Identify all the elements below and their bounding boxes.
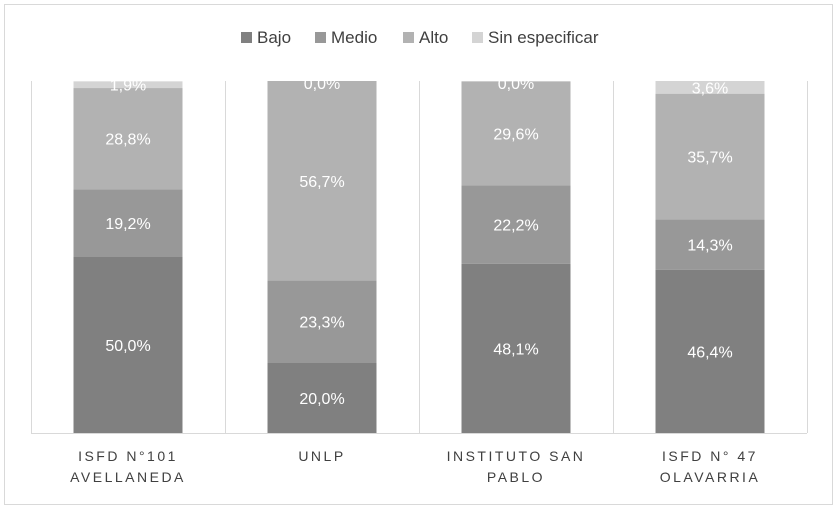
data-label-1-2: 56,7% (299, 174, 344, 191)
data-label-1-1: 23,3% (299, 315, 344, 332)
category-label-1-0: UNLP (298, 448, 345, 464)
legend-swatch-0 (241, 32, 252, 43)
category-label-0-0: ISFD N°101 (78, 448, 178, 464)
bar-segment-1-2 (267, 81, 377, 281)
data-label-2-0: 48,1% (493, 341, 538, 358)
category-label-0-1: AVELLANEDA (70, 469, 186, 485)
category-label-2-1: PABLO (487, 469, 545, 485)
data-label-3-2: 35,7% (687, 150, 732, 167)
legend-label-3: Sin especificar (488, 28, 599, 47)
bar-segment-3-2 (655, 93, 765, 220)
data-label-0-1: 19,2% (105, 216, 150, 233)
data-label-2-2: 29,6% (493, 126, 538, 143)
data-label-3-1: 14,3% (687, 238, 732, 255)
legend-swatch-3 (472, 32, 483, 43)
data-label-2-3: 0,0% (498, 76, 534, 93)
bar-segment-2-2 (461, 81, 571, 186)
legend-swatch-2 (403, 32, 414, 43)
bar-segment-2-1 (461, 185, 571, 264)
data-label-3-0: 46,4% (687, 344, 732, 361)
data-label-1-0: 20,0% (299, 391, 344, 408)
data-labels: 50,0% 19,2% 28,8% 1,9% 20,0% 23,3% 56,7% 0,0% 48… (105, 76, 732, 408)
bar-segment-0-3 (73, 81, 183, 89)
bar-segment-2-0 (461, 263, 571, 433)
data-label-0-3: 1,9% (110, 78, 146, 95)
legend: Bajo Medio Alto Sin especificar (241, 28, 599, 47)
bar-segment-3-3 (655, 81, 765, 94)
data-label-0-0: 50,0% (105, 338, 150, 355)
legend-label-1: Medio (331, 28, 377, 47)
bar-segment-1-0 (267, 362, 377, 433)
category-label-3-1: OLAVARRIA (660, 469, 761, 485)
bars (73, 81, 765, 433)
category-label-2-0: INSTITUTO SAN (447, 448, 586, 464)
bar-segment-1-1 (267, 280, 377, 363)
data-label-2-1: 22,2% (493, 218, 538, 235)
category-labels: ISFD N°101 AVELLANEDA UNLP INSTITUTO SAN PAB… (70, 448, 761, 485)
bar-segment-3-0 (655, 269, 765, 433)
data-label-0-2: 28,8% (105, 132, 150, 149)
bar-segment-0-1 (73, 189, 183, 257)
bar-segment-3-1 (655, 219, 765, 270)
bar-segment-0-0 (73, 257, 183, 433)
data-label-1-3: 0,0% (304, 76, 340, 93)
category-dividers (31, 81, 808, 433)
data-label-3-3: 3,6% (692, 80, 728, 97)
bar-segment-0-2 (73, 88, 183, 190)
category-label-3-0: ISFD N° 47 (662, 448, 758, 464)
legend-label-2: Alto (419, 28, 448, 47)
legend-label-0: Bajo (257, 28, 291, 47)
legend-swatch-1 (315, 32, 326, 43)
